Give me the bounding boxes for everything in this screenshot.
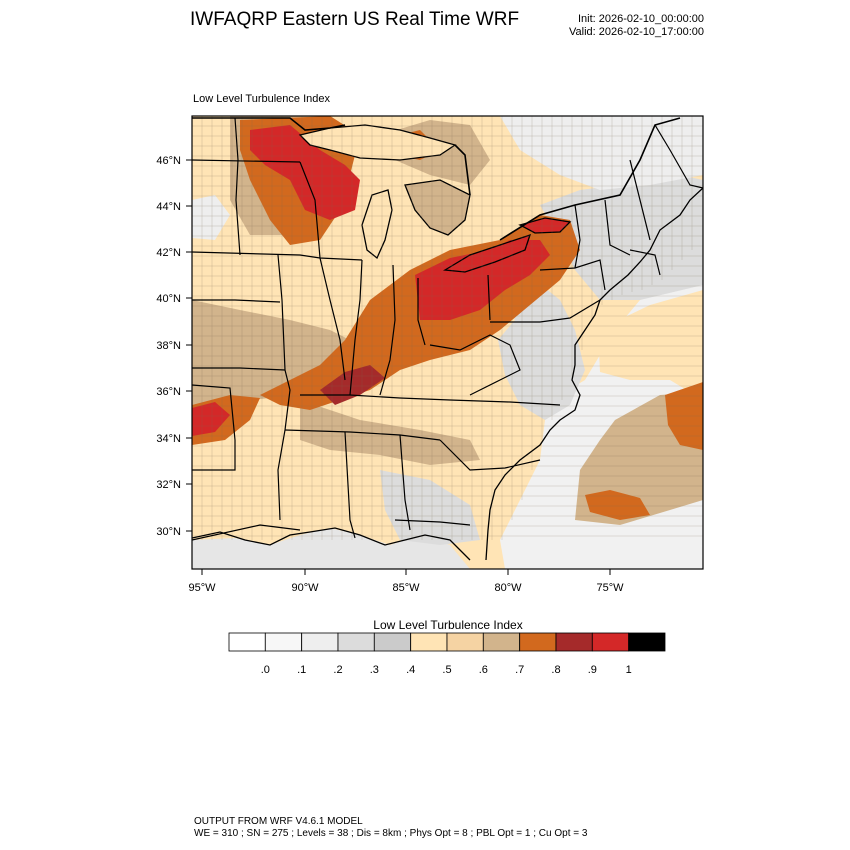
map-frame <box>191 115 704 570</box>
colorbar-swatch <box>373 632 411 652</box>
colorbar-label: .0 <box>261 664 270 676</box>
county-grid <box>192 116 703 540</box>
model-info: OUTPUT FROM WRF V4.6.1 MODEL <box>194 816 363 827</box>
latitude-axis: 46°N 44°N 42°N 40°N 38°N 36°N 34°N 32°N … <box>156 155 192 538</box>
colorbar-swatch <box>628 632 666 652</box>
lat-label: 34°N <box>156 433 181 445</box>
northeast-low <box>540 175 703 300</box>
gulf-of-mexico <box>192 528 470 569</box>
colorbar-label: .6 <box>479 664 488 676</box>
model-config: WE = 310 ; SN = 275 ; Levels = 38 ; Dis … <box>194 828 588 839</box>
colorbar-swatch <box>410 632 448 652</box>
colorbar-swatch <box>519 632 557 652</box>
lake-erie <box>442 233 532 273</box>
longitude-axis: 95°W 90°W 85°W 80°W 75°W <box>188 569 624 594</box>
lake-michigan <box>361 189 393 260</box>
tennessee-moderate <box>300 400 480 465</box>
wisconsin-core <box>250 125 360 220</box>
colorbar-label: .2 <box>333 664 342 676</box>
lat-label: 42°N <box>156 247 181 259</box>
lat-label: 44°N <box>156 201 181 213</box>
colorbar-swatch <box>301 632 339 652</box>
lat-label: 32°N <box>156 479 181 491</box>
colorbar-swatch <box>228 632 266 652</box>
colorbar: .0 .1 .2 .3 .4 .5 .6 .7 .8 .9 1 <box>228 632 666 676</box>
lon-label: 95°W <box>188 582 216 594</box>
lake-superior <box>298 124 457 161</box>
colorbar-swatch <box>446 632 484 652</box>
init-time: Init: 2026-02-10_00:00:00 <box>578 13 704 25</box>
state-boundaries <box>192 117 703 541</box>
lat-label: 30°N <box>156 526 181 538</box>
colorbar-label: .8 <box>551 664 560 676</box>
plains-low <box>192 195 230 240</box>
colorbar-swatch <box>264 632 302 652</box>
southeast-low <box>380 470 480 545</box>
oklahoma-core <box>192 402 230 436</box>
lon-label: 90°W <box>291 582 319 594</box>
national-border <box>192 117 681 241</box>
colorbar-label: .1 <box>297 664 306 676</box>
lon-label: 85°W <box>392 582 420 594</box>
colorbar-label: .7 <box>515 664 524 676</box>
coastline <box>192 187 703 561</box>
colorbar-title: Low Level Turbulence Index <box>373 618 523 632</box>
colorbar-swatch <box>337 632 375 652</box>
figure-title: IWFAQRP Eastern US Real Time WRF <box>190 9 520 30</box>
ohio-core <box>415 240 550 320</box>
lake-huron <box>404 179 471 236</box>
colorbar-label: .4 <box>406 664 415 676</box>
lake-ontario <box>518 217 572 234</box>
valid-time: Valid: 2026-02-10_17:00:00 <box>569 26 704 38</box>
mid-atlantic-low <box>498 280 585 420</box>
lat-label: 38°N <box>156 340 181 352</box>
canada-low <box>500 116 703 190</box>
lon-label: 75°W <box>596 582 624 594</box>
colorbar-label: .9 <box>588 664 597 676</box>
colorbar-swatch <box>591 632 629 652</box>
plot-title: Low Level Turbulence Index <box>193 93 330 105</box>
lon-label: 80°W <box>494 582 522 594</box>
map-field <box>192 116 703 569</box>
lat-label: 36°N <box>156 386 181 398</box>
colorbar-label: .5 <box>442 664 451 676</box>
colorbar-label: 1 <box>626 664 632 676</box>
lat-label: 46°N <box>156 155 181 167</box>
colorbar-label: .3 <box>370 664 379 676</box>
ocean-field-lower <box>598 290 703 400</box>
ocean-field-high-south <box>585 490 650 520</box>
colorbar-swatch <box>555 632 593 652</box>
lat-label: 40°N <box>156 293 181 305</box>
colorbar-swatch <box>482 632 520 652</box>
